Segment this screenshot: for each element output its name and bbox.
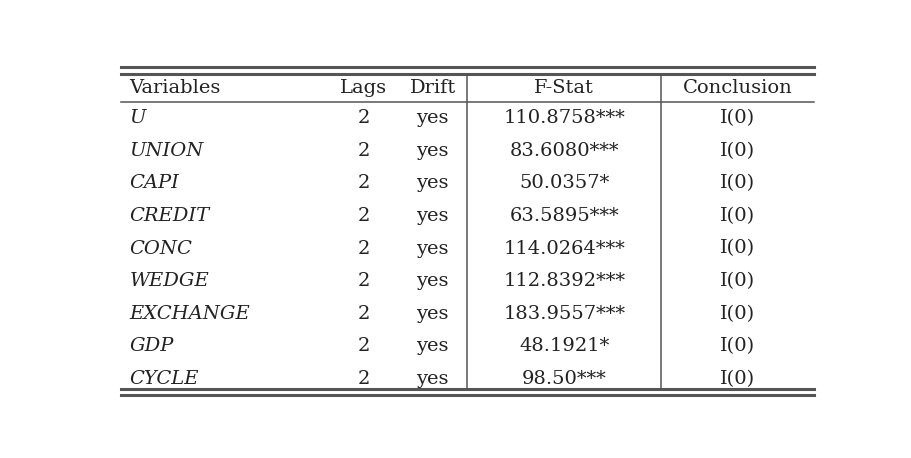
Text: EXCHANGE: EXCHANGE	[129, 305, 250, 323]
Text: I(0): I(0)	[719, 109, 754, 127]
Text: yes: yes	[416, 240, 448, 257]
Text: 2: 2	[357, 338, 369, 355]
Text: Drift: Drift	[409, 79, 456, 97]
Text: F-Stat: F-Stat	[534, 79, 594, 97]
Text: CAPI: CAPI	[129, 174, 179, 192]
Text: CREDIT: CREDIT	[129, 207, 210, 225]
Text: 2: 2	[357, 174, 369, 192]
Text: yes: yes	[416, 305, 448, 323]
Text: 98.50***: 98.50***	[521, 370, 606, 388]
Text: 2: 2	[357, 272, 369, 290]
Text: Conclusion: Conclusion	[682, 79, 792, 97]
Text: I(0): I(0)	[719, 174, 754, 192]
Text: Variables: Variables	[129, 79, 220, 97]
Text: I(0): I(0)	[719, 305, 754, 323]
Text: yes: yes	[416, 370, 448, 388]
Text: 63.5895***: 63.5895***	[509, 207, 619, 225]
Text: CYCLE: CYCLE	[129, 370, 199, 388]
Text: 2: 2	[357, 109, 369, 127]
Text: 50.0357*: 50.0357*	[518, 174, 609, 192]
Text: yes: yes	[416, 174, 448, 192]
Text: 2: 2	[357, 305, 369, 323]
Text: yes: yes	[416, 338, 448, 355]
Text: I(0): I(0)	[719, 207, 754, 225]
Text: CONC: CONC	[129, 240, 192, 257]
Text: I(0): I(0)	[719, 272, 754, 290]
Text: I(0): I(0)	[719, 142, 754, 160]
Text: I(0): I(0)	[719, 338, 754, 355]
Text: GDP: GDP	[129, 338, 174, 355]
Text: 112.8392***: 112.8392***	[503, 272, 625, 290]
Text: 110.8758***: 110.8758***	[503, 109, 625, 127]
Text: U: U	[129, 109, 146, 127]
Text: 83.6080***: 83.6080***	[509, 142, 619, 160]
Text: yes: yes	[416, 142, 448, 160]
Text: 2: 2	[357, 142, 369, 160]
Text: yes: yes	[416, 109, 448, 127]
Text: 183.9557***: 183.9557***	[503, 305, 625, 323]
Text: UNION: UNION	[129, 142, 204, 160]
Text: 2: 2	[357, 240, 369, 257]
Text: yes: yes	[416, 207, 448, 225]
Text: 2: 2	[357, 370, 369, 388]
Text: Lags: Lags	[340, 79, 386, 97]
Text: I(0): I(0)	[719, 240, 754, 257]
Text: 48.1921*: 48.1921*	[518, 338, 609, 355]
Text: 2: 2	[357, 207, 369, 225]
Text: WEDGE: WEDGE	[129, 272, 209, 290]
Text: yes: yes	[416, 272, 448, 290]
Text: I(0): I(0)	[719, 370, 754, 388]
Text: 114.0264***: 114.0264***	[503, 240, 625, 257]
